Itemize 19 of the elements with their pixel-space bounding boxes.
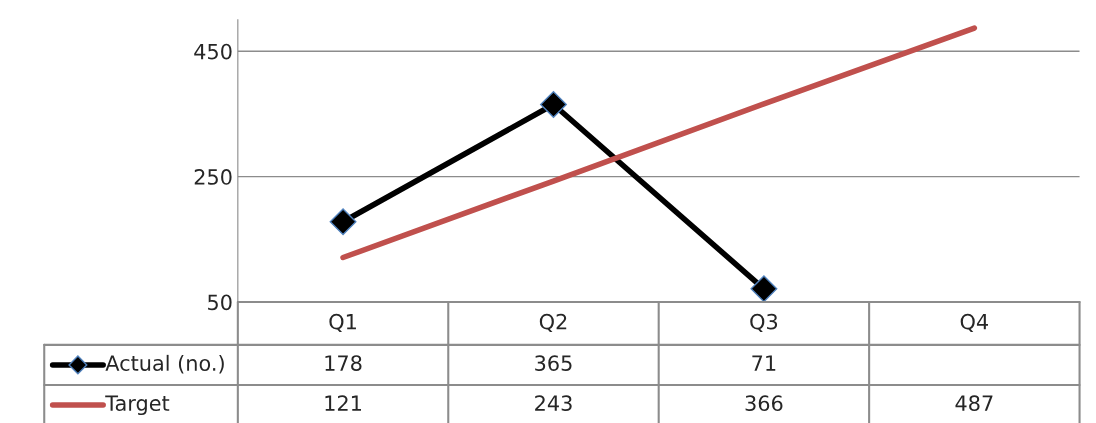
data-label: 178 bbox=[325, 355, 362, 371]
x-tick-label: Q1 bbox=[329, 313, 356, 332]
data-label: 71 bbox=[752, 355, 776, 371]
y-tick-label: 250 bbox=[194, 169, 232, 185]
legend-label: Target bbox=[105, 395, 170, 416]
x-tick-label: Q2 bbox=[539, 313, 567, 332]
data-label: 365 bbox=[535, 355, 572, 371]
y-tick-label: 50 bbox=[208, 294, 232, 311]
data-label: 366 bbox=[745, 395, 783, 412]
point bbox=[750, 275, 778, 303]
legend-label: Actual (no.) bbox=[105, 354, 224, 374]
data-label: 243 bbox=[535, 395, 572, 412]
point bbox=[540, 91, 567, 118]
data-label: 121 bbox=[325, 395, 362, 411]
x-tick-label: Q3 bbox=[750, 313, 778, 332]
x-tick-label: Q4 bbox=[960, 313, 988, 332]
point bbox=[329, 208, 357, 236]
data-label: 487 bbox=[955, 395, 993, 412]
y-tick-label: 450 bbox=[194, 43, 232, 60]
